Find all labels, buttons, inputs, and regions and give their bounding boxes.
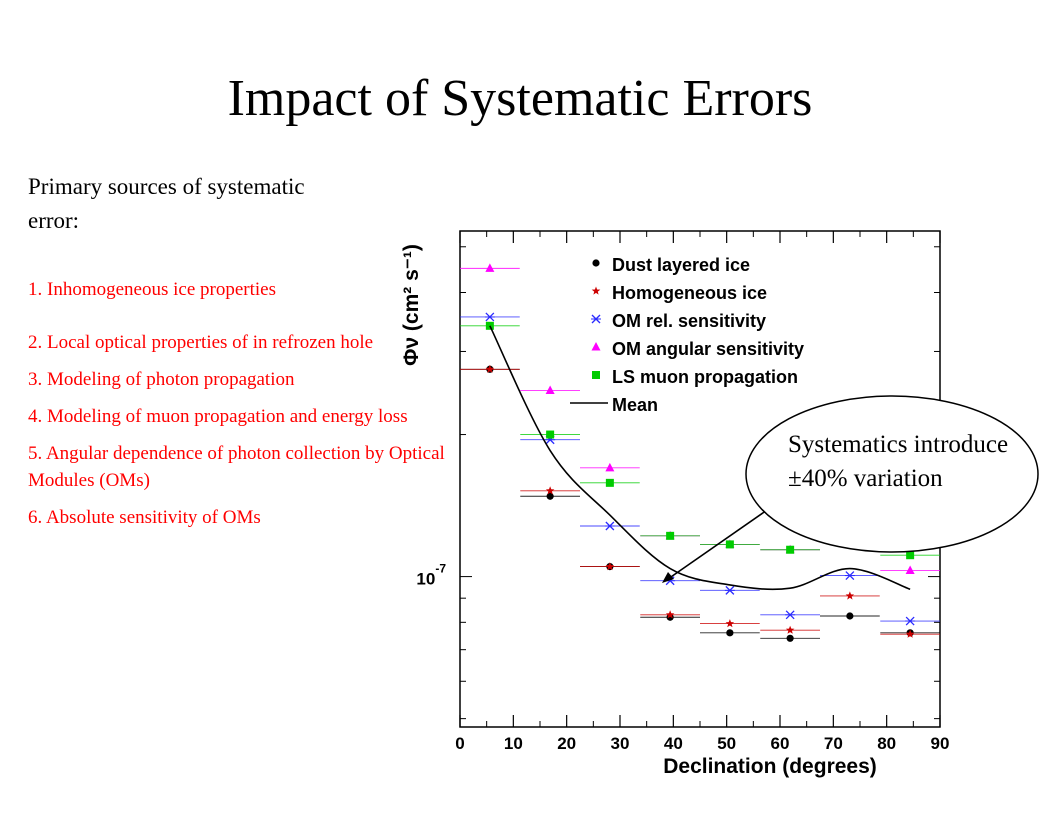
annotation-arrow: [667, 507, 771, 580]
series-homogeneous-ice-point: [485, 364, 495, 373]
legend-swatch: [591, 314, 601, 324]
intro-text: Primary sources of systematic error:: [28, 174, 305, 233]
x-tick-label: 60: [771, 734, 790, 753]
x-tick-label: 40: [664, 734, 683, 753]
callout-text: Systematics introduce ±40% variation: [788, 431, 1009, 492]
error-source-item: 5. Angular dependence of photon collecti…: [28, 443, 445, 491]
legend-label: Homogeneous ice: [612, 283, 767, 303]
legend-label: Dust layered ice: [612, 255, 750, 275]
legend-label: OM angular sensitivity: [612, 339, 804, 359]
series-dust-layered-ice-point: [546, 492, 554, 500]
series-ls-muon-propagation-point: [546, 430, 555, 439]
series-dust-layered-ice-point: [846, 612, 854, 620]
legend-swatch: [592, 259, 600, 267]
series-om-rel-sensitivity-point: [785, 610, 796, 620]
legend-swatch: [591, 286, 601, 295]
series-homogeneous-ice-point: [605, 562, 615, 571]
x-tick-label: 50: [717, 734, 736, 753]
series-om-rel-sensitivity-point: [724, 585, 735, 595]
series-dust-layered-ice-point: [786, 634, 794, 642]
series-ls-muon-propagation-point: [725, 540, 734, 549]
y-axis-label: Φν (cm² s⁻¹): [400, 244, 423, 366]
legend-label: OM rel. sensitivity: [612, 311, 766, 331]
error-source-item: 3. Modeling of photon propagation: [28, 369, 295, 390]
series-om-angular-sensitivity-point: [545, 385, 555, 394]
error-source-item: 6. Absolute sensitivity of OMs: [28, 507, 261, 528]
legend-label: Mean: [612, 395, 658, 415]
slide-title: Impact of Systematic Errors: [227, 70, 813, 127]
error-source-item: 1. Inhomogeneous ice properties: [28, 279, 276, 300]
series-homogeneous-ice-point: [545, 486, 555, 495]
series-om-angular-sensitivity-point: [905, 565, 915, 575]
series-homogeneous-ice-point: [725, 619, 735, 628]
x-tick-label: 10: [504, 734, 523, 753]
series-om-angular-sensitivity-point: [605, 462, 615, 472]
error-source-item: 2. Local optical properties of in refroz…: [28, 332, 374, 353]
series-om-rel-sensitivity-point: [905, 616, 916, 626]
series-ls-muon-propagation-point: [786, 545, 795, 554]
legend-swatch: [591, 342, 601, 351]
series-homogeneous-ice-point: [785, 625, 795, 634]
annotation-arrowhead: [662, 572, 674, 583]
series-om-angular-sensitivity-point: [485, 263, 495, 272]
series-homogeneous-ice-point: [845, 591, 855, 600]
callout-ellipse: [745, 395, 1039, 553]
x-tick-label: 20: [557, 734, 576, 753]
legend-label: LS muon propagation: [612, 367, 798, 387]
series-ls-muon-propagation-point: [906, 551, 915, 560]
legend-swatch: [592, 371, 600, 379]
series-ls-muon-propagation-point: [666, 531, 675, 540]
x-tick-label: 0: [455, 734, 464, 753]
series-ls-muon-propagation-point: [605, 478, 614, 487]
series-om-rel-sensitivity-point: [604, 521, 615, 531]
y-tick-label: 10-7: [416, 562, 446, 589]
error-sources-list: 1. Inhomogeneous ice properties 2. Local…: [28, 276, 448, 541]
series-homogeneous-ice-point: [905, 629, 915, 638]
series-homogeneous-ice-point: [665, 610, 675, 619]
x-tick-label: 90: [931, 734, 950, 753]
x-tick-label: 70: [824, 734, 843, 753]
x-axis-label: Declination (degrees): [663, 755, 877, 778]
series-om-rel-sensitivity-point: [844, 571, 855, 581]
series-dust-layered-ice-point: [726, 629, 734, 637]
error-source-item: 4. Modeling of muon propagation and ener…: [28, 406, 408, 427]
callout: Systematics introduce ±40% variation: [742, 392, 1042, 556]
x-tick-label: 80: [877, 734, 896, 753]
x-tick-label: 30: [611, 734, 630, 753]
series-om-rel-sensitivity-point: [484, 312, 495, 322]
